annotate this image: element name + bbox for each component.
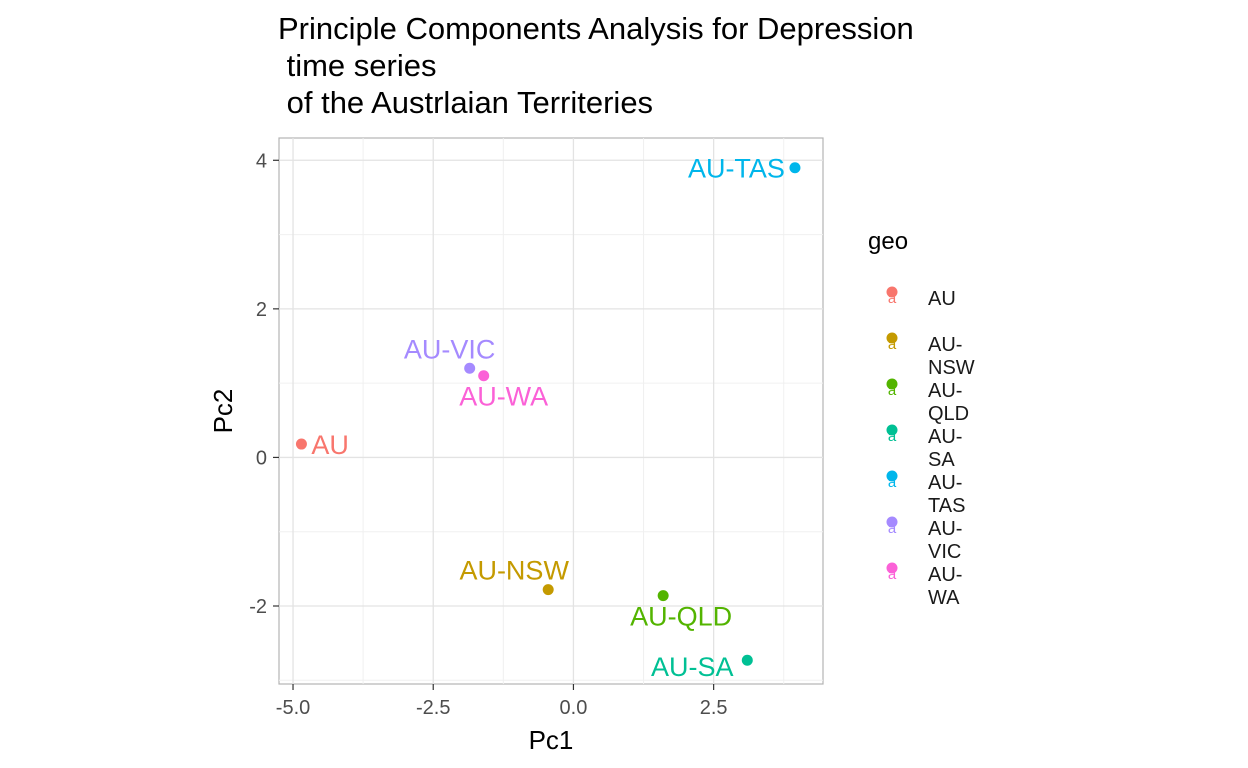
point-label-au-vic: AU-VIC [404, 334, 496, 364]
legend-key-icon: a [886, 424, 898, 445]
legend: geo a AU a AU-NSW a AU-QLD a AU-SA a AU-TAS a AU-VI… [868, 228, 975, 609]
y-axis-ticks: -2 0 2 4 [249, 150, 279, 618]
legend-item-au-wa: a AU-WA [868, 550, 962, 609]
point-au-tas [789, 162, 801, 174]
svg-text:a: a [888, 336, 897, 353]
point-au-qld [657, 590, 669, 602]
point-labels: AU AU-NSW AU-QLD AU-SA AU-TAS AU-VIC AU-WA [311, 154, 785, 683]
y-tick-label: 0 [256, 447, 267, 469]
legend-label: AU-QLD [928, 380, 970, 425]
legend-title: geo [868, 228, 909, 255]
y-axis-label: Pc2 [208, 389, 238, 434]
legend-label: AU-WA [928, 564, 963, 609]
x-tick-label: 2.5 [700, 697, 728, 719]
chart-title: Principle Components Analysis for Depres… [278, 11, 914, 120]
legend-item-au-vic: a AU-VIC [868, 504, 962, 563]
major-gridlines [279, 138, 823, 684]
legend-item-au-nsw: a AU-NSW [868, 320, 975, 379]
svg-text:a: a [888, 520, 897, 537]
legend-label: AU-TAS [928, 472, 966, 517]
x-axis-ticks: -5.0 -2.5 0.0 2.5 [276, 684, 728, 719]
svg-text:a: a [888, 290, 897, 307]
legend-key-icon: a [886, 378, 898, 399]
point-label-au-wa: AU-WA [459, 382, 548, 412]
legend-item-au-qld: a AU-QLD [868, 366, 969, 425]
legend-key-icon: a [886, 470, 898, 491]
legend-key-icon: a [886, 286, 898, 307]
x-tick-label: -2.5 [416, 697, 450, 719]
point-au-sa [741, 654, 753, 666]
point-label-au-nsw: AU-NSW [459, 556, 569, 586]
point-label-au-tas: AU-TAS [688, 154, 785, 184]
legend-label: AU-NSW [928, 334, 975, 379]
data-points [295, 162, 801, 666]
svg-text:a: a [888, 428, 897, 445]
legend-item-au-tas: a AU-TAS [868, 458, 965, 517]
legend-label: AU-VIC [928, 518, 963, 563]
point-label-au-sa: AU-SA [651, 652, 734, 682]
legend-items: a AU a AU-NSW a AU-QLD a AU-SA a AU-TAS a AU-VIC a AU… [868, 274, 975, 609]
y-tick-label: 4 [256, 150, 267, 172]
svg-text:a: a [888, 382, 897, 399]
point-au-wa [478, 370, 490, 382]
point-label-au-qld: AU-QLD [630, 602, 732, 632]
y-tick-label: -2 [249, 596, 267, 618]
point-au [295, 438, 307, 450]
minor-gridlines [279, 138, 823, 684]
legend-key-icon: a [886, 332, 898, 353]
legend-item-au: a AU [868, 274, 956, 320]
legend-key-icon: a [886, 516, 898, 537]
x-tick-label: 0.0 [560, 697, 588, 719]
svg-text:a: a [888, 474, 897, 491]
legend-label: AU-SA [928, 426, 963, 471]
legend-key-icon: a [886, 562, 898, 583]
x-axis-label: Pc1 [529, 725, 574, 755]
x-tick-label: -5.0 [276, 697, 310, 719]
legend-item-au-sa: a AU-SA [868, 412, 962, 471]
y-tick-label: 2 [256, 299, 267, 321]
point-au-vic [464, 362, 476, 374]
legend-label: AU [928, 288, 956, 310]
plot-panel [278, 137, 824, 685]
svg-text:a: a [888, 566, 897, 583]
point-label-au: AU [311, 430, 349, 460]
point-au-nsw [542, 584, 554, 596]
